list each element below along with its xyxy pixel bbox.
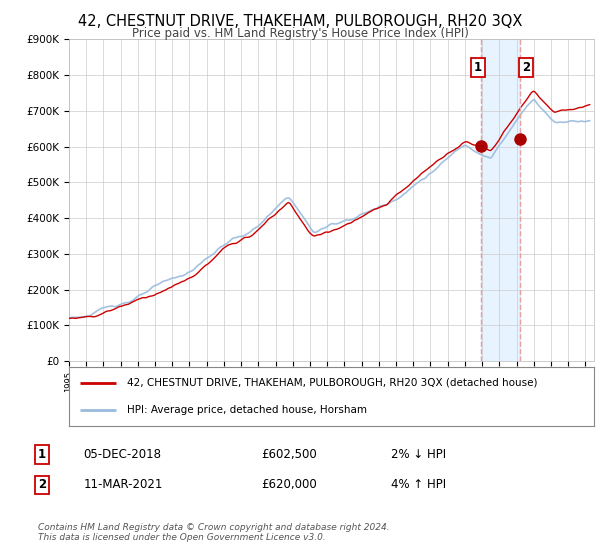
Text: 2: 2 <box>38 478 46 492</box>
Text: 42, CHESTNUT DRIVE, THAKEHAM, PULBOROUGH, RH20 3QX (detached house): 42, CHESTNUT DRIVE, THAKEHAM, PULBOROUGH… <box>127 377 537 388</box>
Text: £602,500: £602,500 <box>261 448 317 461</box>
Text: 11-MAR-2021: 11-MAR-2021 <box>83 478 163 492</box>
Text: 05-DEC-2018: 05-DEC-2018 <box>83 448 161 461</box>
Text: Price paid vs. HM Land Registry's House Price Index (HPI): Price paid vs. HM Land Registry's House … <box>131 27 469 40</box>
Text: 1: 1 <box>474 62 482 74</box>
Text: 4% ↑ HPI: 4% ↑ HPI <box>391 478 446 492</box>
Text: HPI: Average price, detached house, Horsham: HPI: Average price, detached house, Hors… <box>127 405 367 415</box>
Text: 2: 2 <box>522 62 530 74</box>
Text: 1: 1 <box>38 448 46 461</box>
Text: 42, CHESTNUT DRIVE, THAKEHAM, PULBOROUGH, RH20 3QX: 42, CHESTNUT DRIVE, THAKEHAM, PULBOROUGH… <box>78 14 522 29</box>
Text: Contains HM Land Registry data © Crown copyright and database right 2024.
This d: Contains HM Land Registry data © Crown c… <box>38 523 390 543</box>
Bar <box>481 39 520 361</box>
Text: £620,000: £620,000 <box>261 478 317 492</box>
Text: 2% ↓ HPI: 2% ↓ HPI <box>391 448 446 461</box>
